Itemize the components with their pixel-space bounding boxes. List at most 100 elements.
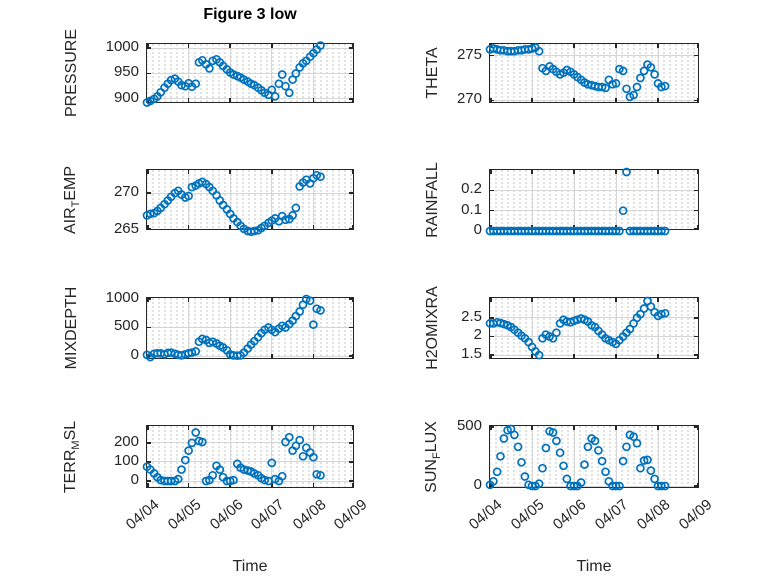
tick-mark	[490, 209, 494, 212]
y-tick-label: 200	[113, 432, 139, 450]
data-point	[576, 478, 586, 487]
data-point	[583, 442, 593, 452]
tick-mark	[352, 483, 354, 487]
tick-mark	[490, 483, 492, 487]
data-point	[277, 70, 287, 79]
y-axis-label-text: SL	[61, 420, 79, 440]
data-point	[615, 226, 624, 236]
data-point	[559, 461, 568, 471]
data-point	[191, 428, 201, 437]
data-point	[295, 435, 305, 445]
data-point	[267, 458, 277, 468]
data-point	[569, 481, 579, 491]
y-axis-label: MIXDEPTH	[63, 287, 81, 370]
major-gridline	[615, 298, 617, 358]
data-point	[552, 328, 561, 338]
tick-mark	[349, 298, 353, 300]
data-point	[639, 456, 649, 465]
tick-mark	[271, 44, 273, 48]
tick-mark	[312, 483, 315, 487]
tick-mark	[187, 298, 190, 302]
tick-mark	[531, 354, 533, 358]
y-axis-label-text: PRESSURE	[63, 28, 80, 118]
y-tick-label: 100	[113, 451, 139, 469]
tick-mark	[573, 98, 575, 102]
data-point	[657, 481, 666, 491]
tick-mark	[490, 298, 492, 302]
data-point	[646, 466, 656, 475]
tick-mark	[147, 298, 151, 300]
scatter-series-theta	[485, 43, 670, 102]
data-point	[513, 442, 523, 452]
plot-area	[142, 169, 354, 237]
y-axis-label: RAINFALL	[424, 162, 442, 238]
data-point	[601, 467, 610, 477]
tick-mark	[187, 98, 190, 102]
tick-mark	[490, 354, 492, 358]
y-tick-label: 270	[456, 90, 482, 108]
data-point	[309, 320, 318, 329]
y-axis-label-text: H2OMIXRA	[424, 286, 441, 370]
plot-area	[485, 43, 699, 103]
tick-mark	[352, 98, 354, 102]
major-gridline	[147, 442, 353, 444]
plot-area	[485, 296, 699, 360]
x-tick-label: 04/06	[206, 496, 247, 534]
tick-mark	[349, 47, 353, 49]
x-tick-label: 04/07	[248, 496, 288, 534]
data-point	[316, 41, 325, 50]
tick-mark	[694, 317, 698, 319]
tick-mark	[349, 72, 353, 75]
y-tick-label: 2.5	[461, 307, 482, 325]
tick-mark	[229, 225, 231, 229]
major-gridline	[531, 426, 533, 487]
scatter-series-terr_msl	[142, 428, 325, 486]
data-point	[650, 70, 659, 79]
y-axis-label-text: RAINFALL	[424, 161, 441, 238]
data-point	[187, 438, 197, 448]
tick-mark	[147, 98, 149, 102]
data-point	[618, 206, 628, 216]
data-point	[580, 460, 589, 469]
data-point	[291, 69, 301, 78]
tick-mark	[657, 98, 659, 102]
tick-mark	[573, 354, 575, 358]
data-point	[660, 81, 670, 91]
tick-mark	[147, 192, 151, 194]
tick-mark	[490, 189, 494, 192]
tick-mark	[657, 170, 659, 174]
major-gridline	[229, 426, 231, 487]
tick-mark	[147, 442, 151, 444]
tick-mark	[697, 44, 699, 48]
data-point	[232, 351, 242, 361]
tick-mark	[615, 298, 617, 302]
data-point	[632, 438, 642, 448]
tick-mark	[147, 225, 149, 229]
tick-mark	[147, 228, 151, 230]
subplot-sun_flux: 0 500 SUNFLUX 04/04 04/05 04/06 04/07 04/08 04/0…	[423, 417, 716, 575]
data-point	[229, 475, 238, 485]
data-point	[590, 436, 600, 446]
x-tick-label: 04/09	[331, 496, 371, 534]
tick-mark	[187, 44, 190, 48]
tick-mark	[229, 44, 231, 48]
y-axis-label: H2OMIXRA	[424, 286, 442, 370]
data-point	[562, 474, 572, 484]
subplot-rainfall: 0 0.1 0.2 RAINFALL	[424, 162, 699, 238]
tick-mark	[147, 483, 149, 487]
y-axis-label: PRESSURE	[63, 29, 81, 117]
data-point	[180, 455, 190, 465]
tick-mark	[657, 354, 659, 358]
data-point	[281, 215, 290, 225]
data-point	[548, 428, 558, 437]
major-gridline	[657, 426, 659, 487]
data-point	[288, 211, 297, 220]
y-axis-label: TERRMSL	[62, 420, 82, 492]
y-axis-label: SUNFLUX	[423, 421, 443, 493]
tick-mark	[229, 426, 231, 430]
major-gridline	[188, 298, 190, 358]
data-point	[191, 347, 201, 356]
y-axis-label-text: LUX	[422, 420, 440, 452]
data-point	[597, 456, 607, 466]
data-point	[611, 226, 621, 236]
